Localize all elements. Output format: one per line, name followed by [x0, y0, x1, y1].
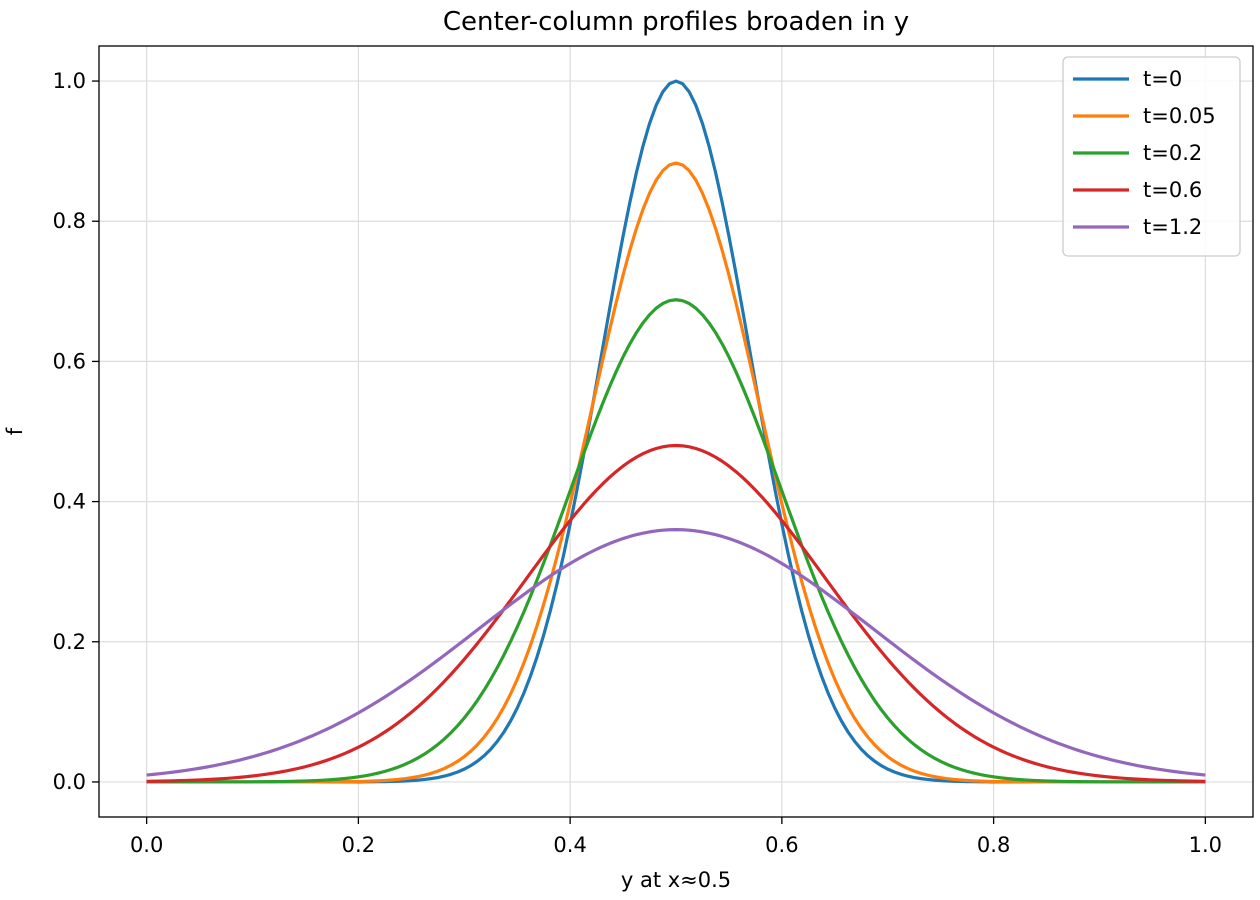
legend-label: t=0: [1143, 67, 1182, 91]
series-lines: [146, 79, 1206, 784]
x-tick-label: 0.6: [765, 833, 798, 857]
series-line-5: [146, 528, 1206, 777]
y-tick-label: 0.8: [53, 209, 86, 233]
chart-title: Center-column profiles broaden in y: [443, 7, 909, 37]
axis-ticks: 0.0 0.2 0.4 0.6 0.8 1.0 0.0 0.2 0.4 0.6 0.8 1.0: [53, 69, 1222, 857]
y-tick-label: 0.6: [53, 349, 86, 373]
grid-lines: [99, 46, 1253, 817]
x-tick-label: 0.0: [130, 833, 163, 857]
plot-frame: [98, 45, 1254, 818]
y-tick-label: 0.2: [53, 630, 86, 654]
legend-label: t=0.2: [1143, 141, 1202, 165]
legend-label: t=0.05: [1143, 104, 1216, 128]
legend: t=0 t=0.05 t=0.2 t=0.6 t=1.2: [1062, 56, 1241, 257]
x-tick-label: 1.0: [1189, 833, 1222, 857]
y-tick-label: 1.0: [53, 69, 86, 93]
legend-label: t=0.6: [1143, 178, 1202, 202]
series-line-4: [146, 443, 1206, 783]
y-tick-label: 0.4: [53, 490, 86, 514]
y-tick-label: 0.0: [53, 770, 86, 794]
x-tick-label: 0.4: [553, 833, 586, 857]
legend-box: [1062, 56, 1241, 257]
series-line-3: [146, 298, 1206, 784]
series-line-2: [146, 161, 1206, 784]
y-axis-label: f: [3, 427, 27, 435]
x-tick-label: 0.2: [342, 833, 375, 857]
legend-label: t=1.2: [1143, 215, 1202, 239]
x-axis-label: y at x≈0.5: [621, 868, 731, 892]
x-tick-label: 0.8: [977, 833, 1010, 857]
